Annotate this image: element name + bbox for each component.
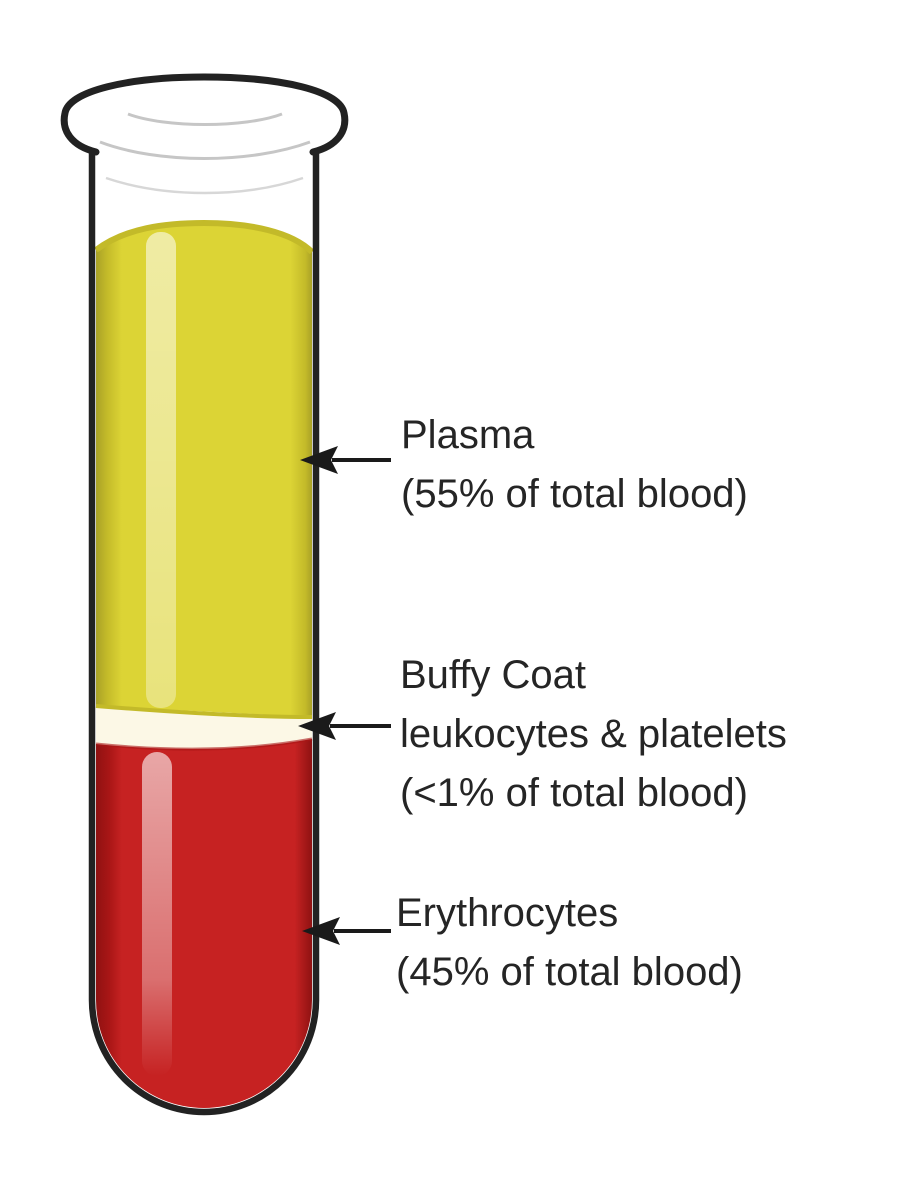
buffy-coat-arrow: [298, 712, 391, 740]
erythrocytes-arrow: [302, 917, 391, 945]
plasma-label-name: Plasma: [401, 413, 535, 457]
test-tube-outline: [88, 146, 320, 1116]
buffy-coat-label-detail: leukocytes & platelets: [400, 712, 787, 756]
buffy-coat-label-name: Buffy Coat: [400, 653, 587, 697]
buffy-erythrocytes-boundary: [95, 737, 313, 751]
plasma-layer: [96, 223, 312, 717]
plasma-arrow: [300, 446, 391, 474]
rim-glass-arc-1: [127, 112, 283, 126]
plasma-buffy-boundary: [95, 704, 313, 719]
rim-glass-arc-3: [105, 176, 304, 195]
plasma-label: Plasma (55% of total blood): [401, 406, 748, 524]
erythrocytes-layer: [96, 739, 312, 1108]
plasma-label-percent: (55% of total blood): [401, 472, 748, 516]
erythrocytes-highlight: [142, 752, 172, 1076]
erythrocytes-label-name: Erythrocytes: [396, 891, 619, 935]
erythrocytes-label-percent: (45% of total blood): [396, 950, 743, 994]
plasma-highlight: [146, 232, 176, 708]
test-tube-rim: [60, 73, 349, 156]
erythrocytes-label: Erythrocytes (45% of total blood): [396, 884, 743, 1002]
buffy-coat-label-percent: (<1% of total blood): [400, 771, 748, 815]
plasma-meniscus-line: [94, 219, 315, 255]
rim-glass-arc-2: [99, 140, 311, 160]
buffy-coat-label: Buffy Coat leukocytes & platelets (<1% o…: [400, 646, 787, 823]
